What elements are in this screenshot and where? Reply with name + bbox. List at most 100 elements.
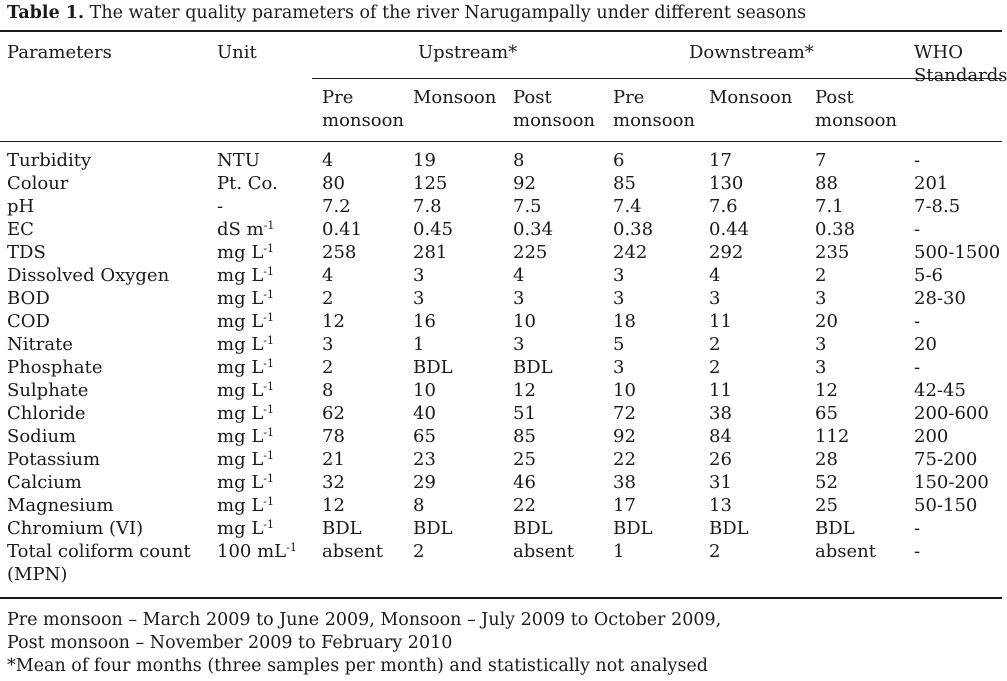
value-cell: 16 <box>413 311 436 332</box>
header-downstream: Downstream* <box>689 42 814 63</box>
value-cell: 38 <box>709 403 732 424</box>
unit-text: 100 mL <box>217 541 287 562</box>
unit-superscript: -1 <box>263 380 274 393</box>
value-cell: 12 <box>513 380 536 401</box>
value-cell: 7.2 <box>322 196 351 217</box>
value-cell: 10 <box>513 311 536 332</box>
unit-superscript: -1 <box>286 541 297 554</box>
value-cell: 11 <box>709 380 732 401</box>
value-cell: 3 <box>613 265 625 286</box>
value-cell: 3 <box>709 288 721 309</box>
value-cell: BDL <box>709 518 749 539</box>
value-cell: 2 <box>322 288 334 309</box>
value-cell: 3 <box>815 334 827 355</box>
value-cell: BDL <box>613 518 653 539</box>
value-cell: absent <box>815 541 876 562</box>
table-label: Table 1. <box>7 3 85 23</box>
footnote-seasons-2: Post monsoon – November 2009 to February… <box>7 633 453 653</box>
value-cell: 225 <box>513 242 548 263</box>
unit-superscript: -1 <box>263 334 274 347</box>
unit-text: mg L <box>217 449 264 470</box>
value-cell: 8 <box>513 150 525 171</box>
value-cell: 2 <box>322 357 334 378</box>
value-cell: 0.44 <box>709 219 750 240</box>
parameter-name-cont: (MPN) <box>7 564 68 585</box>
value-cell: 72 <box>613 403 636 424</box>
unit-superscript: -1 <box>263 403 274 416</box>
who-standard-cell: 200 <box>914 426 949 447</box>
unit-text: mg L <box>217 288 264 309</box>
unit-superscript: -1 <box>263 472 274 485</box>
group-rule <box>312 78 1002 79</box>
value-cell: 2 <box>709 541 721 562</box>
who-standard-cell: 75-200 <box>914 449 978 470</box>
value-cell: 235 <box>815 242 850 263</box>
value-cell: 281 <box>413 242 448 263</box>
value-cell: 7.4 <box>613 196 642 217</box>
value-cell: 19 <box>413 150 436 171</box>
who-standard-cell: 20 <box>914 334 937 355</box>
unit-cell: dS m-1 <box>217 219 274 243</box>
subheader-line1: Pre <box>613 87 645 108</box>
value-cell: 11 <box>709 311 732 332</box>
value-cell: 51 <box>513 403 536 424</box>
subheader-line1: Post <box>815 87 854 108</box>
value-cell: 0.45 <box>413 219 454 240</box>
value-cell: 25 <box>513 449 536 470</box>
value-cell: 2 <box>815 265 827 286</box>
value-cell: 1 <box>413 334 425 355</box>
value-cell: 3 <box>413 265 425 286</box>
value-cell: 3 <box>815 357 827 378</box>
value-cell: 26 <box>709 449 732 470</box>
unit-superscript: -1 <box>263 242 274 255</box>
value-cell: 292 <box>709 242 744 263</box>
value-cell: 65 <box>815 403 838 424</box>
parameter-name: BOD <box>7 288 50 309</box>
value-cell: 29 <box>413 472 436 493</box>
value-cell: 4 <box>322 150 334 171</box>
value-cell: 8 <box>322 380 334 401</box>
parameter-name: Sulphate <box>7 380 89 401</box>
value-cell: 0.38 <box>815 219 856 240</box>
value-cell: 92 <box>613 426 636 447</box>
subheader-line1: Post <box>513 87 552 108</box>
unit-cell: mg L-1 <box>217 288 274 312</box>
value-cell: 3 <box>322 334 334 355</box>
who-standard-cell: - <box>914 150 921 171</box>
subheader-line1: Monsoon <box>413 87 497 108</box>
who-standard-cell: 201 <box>914 173 949 194</box>
unit-cell: mg L-1 <box>217 242 274 266</box>
unit-cell: mg L-1 <box>217 495 274 519</box>
unit-text: mg L <box>217 334 264 355</box>
unit-text: mg L <box>217 380 264 401</box>
value-cell: 7.5 <box>513 196 542 217</box>
unit-text: mg L <box>217 403 264 424</box>
unit-text: mg L <box>217 242 264 263</box>
value-cell: 8 <box>413 495 425 516</box>
value-cell: 12 <box>322 311 345 332</box>
parameter-name: Magnesium <box>7 495 114 516</box>
value-cell: 2 <box>709 334 721 355</box>
value-cell: 4 <box>513 265 525 286</box>
value-cell: 4 <box>322 265 334 286</box>
value-cell: BDL <box>513 518 553 539</box>
parameter-name: Nitrate <box>7 334 73 355</box>
value-cell: 10 <box>613 380 636 401</box>
parameter-name: Sodium <box>7 426 77 447</box>
who-standard-cell: - <box>914 311 921 332</box>
value-cell: 2 <box>709 357 721 378</box>
unit-cell: mg L-1 <box>217 311 274 335</box>
value-cell: 31 <box>709 472 732 493</box>
value-cell: 5 <box>613 334 625 355</box>
parameter-name: Total coliform count <box>7 541 191 562</box>
unit-superscript: -1 <box>263 518 274 531</box>
unit-text: mg L <box>217 357 264 378</box>
value-cell: 3 <box>413 288 425 309</box>
unit-superscript: -1 <box>263 426 274 439</box>
header-unit: Unit <box>217 42 257 63</box>
who-standard-cell: - <box>914 518 921 539</box>
subheader-line2: monsoon <box>513 110 596 131</box>
unit-text: - <box>217 196 224 217</box>
footnote-mean: *Mean of four months (three samples per … <box>7 656 708 676</box>
subheader-line1: Pre <box>322 87 354 108</box>
